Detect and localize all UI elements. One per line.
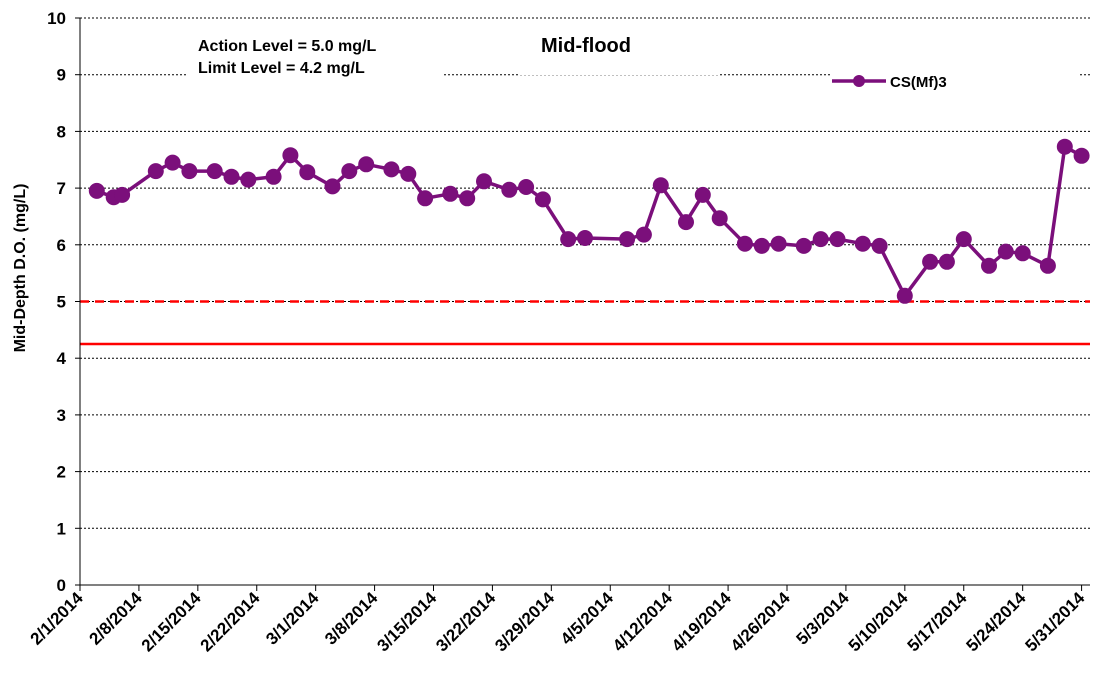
data-point [560,231,577,248]
x-tick-label: 4/5/2014 [557,588,618,649]
data-point [299,164,316,181]
data-point [1039,257,1056,274]
data-point [400,165,417,182]
data-point [770,235,787,252]
data-point [223,168,240,185]
data-point [501,181,518,198]
y-tick-label: 1 [57,519,66,538]
data-point [265,168,282,185]
data-series [88,138,1090,304]
data-point [577,230,593,246]
action-level-annotation: Action Level = 5.0 mg/L [198,38,377,55]
y-axis-title: Mid-Depth D.O. (mg/L) [12,184,29,353]
data-point [147,163,164,180]
x-tick-label: 2/22/2014 [197,588,264,655]
data-point [534,191,551,208]
x-tick-label: 2/1/2014 [27,588,88,649]
data-point [383,161,400,178]
y-tick-label: 8 [57,122,66,141]
x-tick-label: 5/17/2014 [904,588,971,655]
data-point [619,231,636,248]
data-point [518,179,535,195]
data-point [795,237,812,254]
data-point [854,235,871,252]
y-tick-label: 3 [57,406,66,425]
x-tick-label: 5/24/2014 [963,588,1030,655]
x-tick-label: 5/3/2014 [793,588,854,649]
data-point [896,287,913,304]
data-point [181,163,198,180]
y-tick-label: 2 [57,463,66,482]
data-point [829,231,846,248]
annotation-background [186,32,442,80]
data-point [981,257,997,274]
legend-label: CS(Mf)3 [890,74,947,91]
data-point [955,231,972,248]
x-tick-label: 4/12/2014 [609,588,676,655]
y-tick-label: 9 [57,66,66,85]
x-tick-label: 2/8/2014 [86,588,147,649]
x-tick-label: 2/15/2014 [138,588,205,655]
data-point [240,171,257,188]
x-tick-label: 3/22/2014 [432,588,499,655]
y-tick-label: 7 [57,179,66,198]
data-point [678,214,694,231]
data-point [114,186,131,203]
x-tick-label: 3/15/2014 [373,588,440,655]
y-tick-label: 6 [57,236,66,255]
data-point [324,178,341,195]
chart-title: Mid-flood [541,35,631,57]
data-point [417,190,434,207]
legend-marker [853,75,865,87]
x-tick-label: 3/1/2014 [262,588,323,649]
y-tick-label: 4 [57,349,67,368]
y-tick-label: 0 [57,576,66,595]
data-point [358,156,375,173]
x-tick-label: 5/31/2014 [1021,588,1088,655]
data-point [736,235,753,252]
data-point [694,186,711,203]
series-line [96,144,1083,298]
data-point [652,177,669,194]
data-point [282,147,299,164]
x-tick-labels: 2/1/20142/8/20142/15/20142/22/20143/1/20… [27,585,1089,655]
title-background [520,30,720,75]
y-tick-label: 5 [57,293,66,312]
data-point [711,210,728,227]
limit-level-annotation: Limit Level = 4.2 mg/L [198,60,365,77]
data-point [938,253,955,270]
data-point [459,190,476,207]
data-point [635,226,652,243]
data-point [341,163,358,180]
data-point [1056,138,1073,155]
data-point [476,173,492,190]
y-tick-labels: 0 1 2 3 4 5 6 7 8 9 10 [47,9,80,595]
x-tick-label: 3/29/2014 [491,588,558,655]
y-tick-label: 10 [47,9,66,28]
x-tick-label: 4/26/2014 [727,588,794,655]
data-point [1014,245,1031,262]
data-point [88,182,105,199]
data-point [871,237,888,254]
data-point [164,154,181,171]
x-tick-label: 3/8/2014 [321,588,382,649]
data-point [206,163,223,180]
data-point [442,185,459,202]
data-point [997,243,1014,260]
reference-lines [80,300,1090,346]
x-tick-label: 5/10/2014 [845,588,912,655]
data-point [922,253,939,270]
x-tick-label: 4/19/2014 [668,588,735,655]
legend: CS(Mf)3 [830,66,1078,96]
data-point [1073,147,1090,164]
data-point [812,231,829,248]
data-point [753,237,770,254]
